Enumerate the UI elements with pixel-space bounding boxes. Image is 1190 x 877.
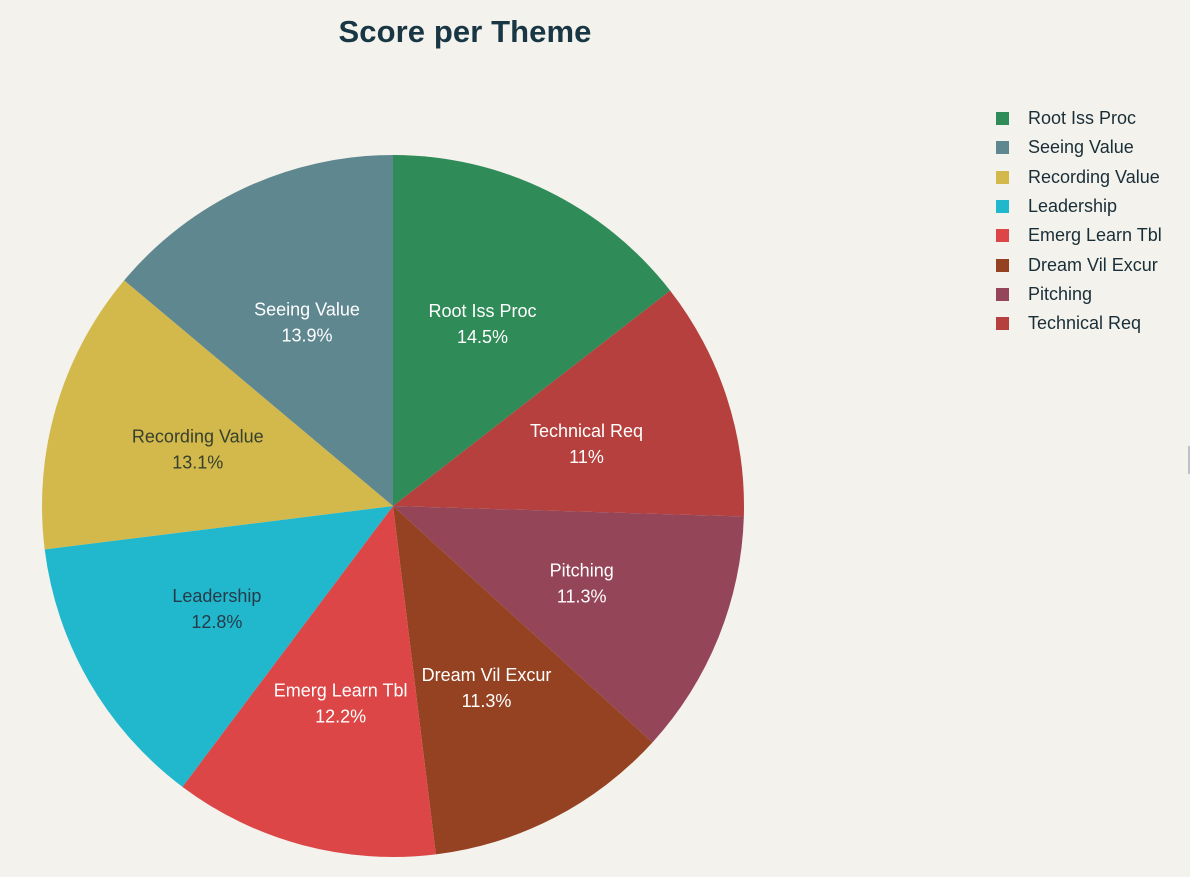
legend-item-emerg-learn-tbl[interactable]: Emerg Learn Tbl xyxy=(996,221,1188,250)
legend-label: Seeing Value xyxy=(1028,137,1134,158)
legend-label: Emerg Learn Tbl xyxy=(1028,225,1162,246)
pie-slice-seeing-value xyxy=(124,155,393,506)
chart-title: Score per Theme xyxy=(338,14,592,49)
pie-slice-technical-req xyxy=(393,290,744,517)
pie-slice-root-iss-proc xyxy=(393,155,671,506)
pie-slices xyxy=(41,155,744,857)
legend-item-dream-vil-excur[interactable]: Dream Vil Excur xyxy=(996,250,1188,279)
legend-swatch xyxy=(996,112,1009,126)
legend-item-pitching[interactable]: Pitching xyxy=(996,280,1188,309)
slice-label-seeing-value: Seeing Value xyxy=(254,300,360,320)
legend-label: Dream Vil Excur xyxy=(1028,254,1158,275)
slice-label-leadership: Leadership xyxy=(172,586,261,606)
legend-item-root-iss-proc[interactable]: Root Iss Proc xyxy=(996,104,1188,133)
slice-percent-dream-vil-excur: 11.3% xyxy=(462,691,512,711)
legend-swatch xyxy=(996,200,1009,214)
slice-label-dream-vil-excur: Dream Vil Excur xyxy=(422,665,552,685)
slice-percent-leadership: 12.8% xyxy=(191,612,242,632)
scroll-edge-indicator xyxy=(1188,446,1190,474)
legend-swatch xyxy=(996,258,1009,272)
slice-label-pitching: Pitching xyxy=(550,560,614,580)
slice-percent-root-iss-proc: 14.5% xyxy=(457,327,508,347)
legend-item-leadership[interactable]: Leadership xyxy=(996,192,1188,221)
legend-swatch xyxy=(996,317,1009,331)
legend-item-recording-value[interactable]: Recording Value xyxy=(996,163,1188,192)
legend-swatch xyxy=(996,287,1009,301)
chart-legend: Root Iss Proc Seeing Value Recording Value… xyxy=(996,104,1188,338)
legend-label: Recording Value xyxy=(1028,166,1160,187)
slice-percent-emerg-learn-tbl: 12.2% xyxy=(315,707,366,727)
legend-label: Pitching xyxy=(1028,283,1093,304)
pie-slice-recording-value xyxy=(41,280,393,550)
slice-percent-recording-value: 13.1% xyxy=(172,452,223,472)
pie-slice-leadership xyxy=(44,506,393,787)
slice-label-recording-value: Recording Value xyxy=(132,426,264,446)
legend-item-technical-req[interactable]: Technical Req xyxy=(996,309,1188,338)
slice-label-technical-req: Technical Req xyxy=(530,421,643,441)
legend-label: Root Iss Proc xyxy=(1028,108,1137,129)
legend-label: Technical Req xyxy=(1028,313,1142,334)
pie-labels: Root Iss Proc 14.5% Technical Req 11% Pitchi… xyxy=(132,300,643,727)
pie-slice-emerg-learn-tbl xyxy=(182,506,436,857)
slice-label-emerg-learn-tbl: Emerg Learn Tbl xyxy=(274,681,408,701)
legend-swatch xyxy=(996,229,1009,243)
legend-item-seeing-value[interactable]: Seeing Value xyxy=(996,133,1188,162)
pie-slice-pitching xyxy=(393,506,744,743)
legend-swatch xyxy=(996,170,1009,184)
slice-percent-seeing-value: 13.9% xyxy=(281,326,332,346)
legend-swatch xyxy=(996,141,1009,155)
slice-label-root-iss-proc: Root Iss Proc xyxy=(428,301,536,321)
slice-percent-pitching: 11.3% xyxy=(557,586,607,606)
legend-label: Leadership xyxy=(1028,196,1118,217)
pie-slice-dream-vil-excur xyxy=(393,506,653,855)
slice-percent-technical-req: 11% xyxy=(569,447,604,467)
